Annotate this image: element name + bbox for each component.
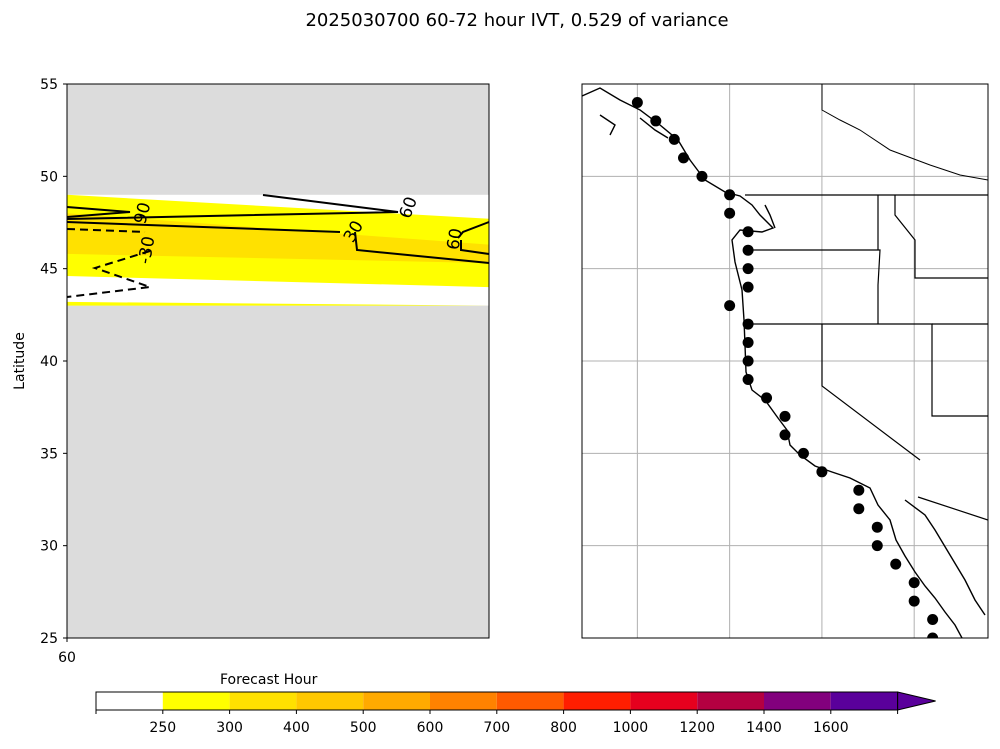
colorbar-tick-label: 1400 [746, 720, 782, 736]
ivt-band-2 [67, 301, 489, 306]
coastal-point [890, 558, 902, 570]
colorbar-cell [363, 692, 430, 710]
colorbar-cell [563, 692, 631, 710]
coastal-point [742, 355, 754, 367]
y-tick-label: 35 [40, 446, 58, 462]
coastal-point [853, 484, 865, 496]
colorbar-tick-label: 800 [550, 720, 577, 736]
coastal-point [871, 521, 883, 533]
inland-boundaries [821, 84, 988, 181]
y-tick-label: 25 [40, 631, 58, 647]
coastal-point [779, 429, 791, 441]
contour-line [66, 194, 399, 220]
coastal-point [742, 226, 754, 238]
y-tick-label: 50 [40, 169, 58, 185]
colorbar-tick-label: 700 [483, 720, 510, 736]
y-tick-label: 45 [40, 262, 58, 278]
contour-label: 60 [444, 227, 467, 252]
contour-line [66, 206, 131, 218]
contour-line [354, 231, 490, 264]
coastal-point [761, 392, 773, 404]
y-tick-label: 30 [40, 539, 58, 555]
colorbar-cell [430, 692, 497, 710]
chart-title: 2025030700 60-72 hour IVT, 0.529 of vari… [305, 10, 728, 31]
coastal-point [797, 447, 809, 459]
coastal-point [724, 207, 736, 219]
colorbar-tick-label: 300 [216, 720, 243, 736]
no-data-background [67, 84, 489, 638]
colorbar-cell [162, 692, 230, 710]
coastal-point [678, 152, 689, 164]
coastal-points [631, 96, 939, 638]
colorbar-extend-arrow [897, 691, 936, 711]
coastal-point [853, 503, 865, 515]
coastal-point [742, 337, 754, 349]
colorbar-cell [830, 692, 898, 710]
colorbar-cell [697, 692, 764, 710]
y-axis-label: Latitude [12, 332, 28, 390]
coastal-point [724, 189, 736, 201]
coastal-point [927, 614, 939, 626]
colorbar-tick-label: 1000 [613, 720, 649, 736]
coastal-point [696, 170, 708, 182]
colorbar-cell [229, 692, 297, 710]
colorbar-cell [630, 692, 698, 710]
contour-line-negative [66, 228, 146, 233]
colorbar-tick-label: 1600 [813, 720, 849, 736]
map-gridlines [582, 84, 988, 638]
y-tick-label: 55 [40, 77, 58, 93]
coastal-point [742, 318, 754, 330]
right-axes-frame [581, 83, 989, 639]
state-borders [745, 194, 988, 521]
coastal-point [650, 115, 662, 127]
colorbar-cell [764, 692, 831, 710]
coastal-point [742, 244, 754, 256]
coastal-point [742, 281, 754, 293]
contour-line [460, 240, 490, 255]
map-panel [581, 83, 989, 639]
coastal-point [908, 577, 920, 589]
coastal-point [816, 466, 828, 478]
y-tick-label: 40 [40, 354, 58, 370]
coastal-point [631, 96, 643, 108]
contour-label: -30 [135, 235, 160, 266]
coastline [582, 87, 986, 638]
coastal-point [668, 133, 680, 145]
colorbar-cell [496, 692, 564, 710]
colorbar-cell [296, 692, 364, 710]
x-tick-label: 60 [58, 650, 76, 666]
coastal-point [742, 373, 754, 385]
colorbar-tick-label: 250 [149, 720, 176, 736]
contour-line [66, 221, 341, 233]
coastal-point [779, 410, 791, 422]
contour-line-negative [66, 250, 151, 298]
coastal-point [742, 263, 754, 275]
coastal-point [927, 632, 939, 638]
colorbar-tick-label: 400 [283, 720, 310, 736]
coastal-point [908, 595, 920, 607]
contour-line [457, 221, 490, 239]
contour-lines [66, 194, 490, 298]
colorbar-tick-label: 600 [417, 720, 444, 736]
colorbar-label: Forecast Hour [220, 672, 318, 688]
coastal-point [724, 300, 736, 312]
coastal-point [871, 540, 883, 552]
colorbar: Forecast Hour 250 300 400 500 600 700 800 1000 1… [95, 672, 936, 736]
colorbar-tick-label: 500 [350, 720, 377, 736]
colorbar-tick-label: 1200 [679, 720, 715, 736]
colorbar-cell [96, 692, 163, 710]
